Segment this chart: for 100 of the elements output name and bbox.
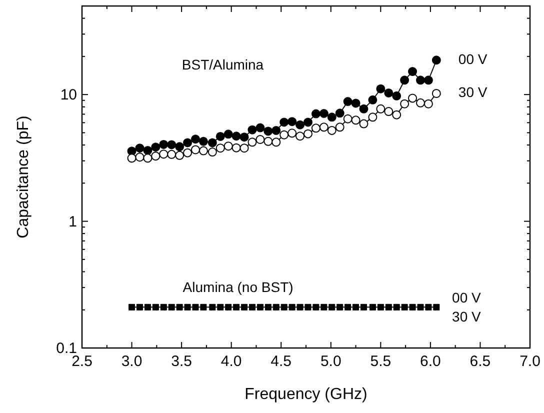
point	[224, 130, 233, 139]
point	[216, 132, 225, 141]
point	[384, 107, 394, 116]
series-label: 30 V	[458, 84, 488, 100]
point	[280, 130, 289, 140]
point	[183, 148, 192, 158]
point	[159, 140, 168, 149]
point	[208, 138, 217, 148]
point	[409, 304, 416, 310]
point	[240, 144, 249, 153]
point	[327, 112, 336, 122]
x-tick-label: 5.5	[370, 353, 392, 370]
point	[152, 304, 159, 310]
point	[151, 142, 160, 152]
point	[232, 132, 241, 141]
point	[400, 76, 410, 85]
point	[352, 304, 360, 310]
x-tick-label: 5.0	[320, 353, 342, 370]
point	[377, 304, 384, 310]
annotation: 30 V	[452, 308, 482, 325]
point	[264, 126, 273, 136]
point	[359, 104, 368, 114]
point	[335, 122, 344, 132]
point	[359, 119, 368, 128]
point	[312, 304, 320, 310]
point	[392, 110, 402, 120]
point	[368, 95, 378, 104]
point	[311, 109, 320, 118]
point	[217, 304, 224, 310]
x-tick-label: 3.0	[121, 353, 142, 370]
point	[433, 304, 440, 310]
point	[319, 108, 328, 118]
point	[190, 134, 200, 144]
point	[288, 117, 297, 126]
point	[376, 104, 386, 114]
point	[424, 99, 433, 108]
annotation: Alumina (no BST)	[182, 278, 294, 295]
point	[327, 126, 336, 135]
point	[400, 99, 410, 108]
point	[256, 123, 265, 132]
point	[208, 148, 217, 157]
point	[175, 142, 184, 152]
point	[288, 128, 297, 138]
point	[424, 76, 433, 85]
point	[280, 304, 288, 310]
point	[280, 118, 289, 127]
point	[198, 146, 208, 156]
point	[296, 304, 304, 310]
point	[272, 138, 281, 147]
point	[384, 88, 394, 98]
point	[143, 154, 152, 163]
point	[425, 304, 432, 310]
point	[127, 154, 136, 163]
point	[368, 112, 378, 122]
point	[159, 150, 168, 159]
y-tick-label: 1	[68, 213, 77, 230]
point	[416, 98, 425, 108]
point	[176, 304, 183, 310]
point	[369, 304, 376, 310]
point	[319, 122, 328, 132]
point	[303, 129, 312, 138]
point	[175, 150, 184, 160]
point	[190, 145, 200, 154]
point	[296, 132, 305, 141]
x-tick-label: 6.5	[470, 353, 491, 370]
point	[136, 304, 143, 310]
point	[168, 304, 175, 310]
point	[167, 150, 176, 159]
point	[264, 304, 272, 310]
point	[135, 144, 144, 153]
point	[432, 88, 441, 98]
x-tick-label: 6.0	[420, 353, 441, 370]
point	[241, 304, 248, 310]
point	[167, 140, 176, 150]
point	[417, 304, 424, 310]
point	[351, 116, 360, 125]
annotation: BST/Alumina	[182, 56, 264, 73]
point	[296, 120, 305, 130]
point	[256, 304, 264, 310]
point	[151, 152, 160, 161]
point	[183, 138, 192, 148]
annotation: 00 V	[452, 289, 482, 306]
point	[192, 304, 199, 310]
point	[128, 304, 136, 310]
point	[328, 304, 336, 310]
y-tick-label: 10	[60, 86, 77, 104]
point	[143, 146, 152, 155]
point	[135, 152, 144, 162]
point	[320, 304, 328, 310]
point	[225, 304, 232, 310]
point	[224, 142, 233, 151]
point	[392, 91, 402, 100]
point	[416, 76, 425, 85]
point	[240, 132, 249, 142]
point	[200, 304, 207, 310]
point	[160, 304, 167, 310]
point	[408, 94, 418, 103]
point	[401, 304, 408, 310]
point	[256, 135, 265, 144]
point	[216, 144, 225, 153]
